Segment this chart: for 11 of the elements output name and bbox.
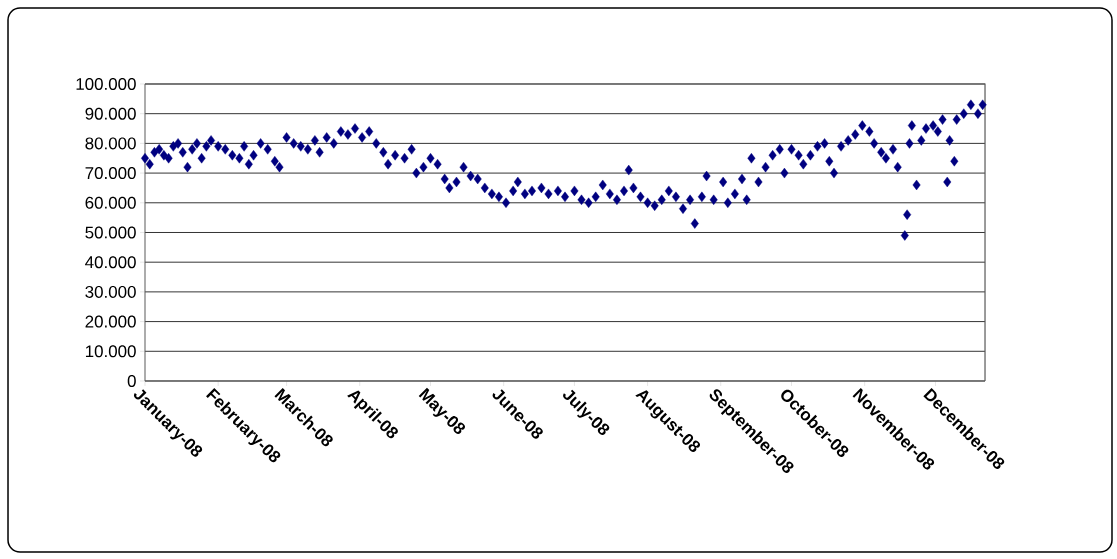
y-tick-label: 10.000	[85, 345, 136, 358]
y-tick-label: 60.000	[85, 196, 136, 209]
y-tick-label: 30.000	[85, 285, 136, 298]
y-tick-label: 70.000	[85, 167, 136, 180]
y-tick-label: 20.000	[85, 315, 136, 328]
y-tick-label: 100.000	[76, 77, 136, 90]
y-tick-label: 40.000	[85, 256, 136, 269]
y-tick-label: 80.000	[85, 137, 136, 150]
y-tick-label: 50.000	[85, 226, 136, 239]
y-tick-label: 90.000	[85, 107, 136, 120]
y-tick-label: 0	[127, 374, 136, 387]
